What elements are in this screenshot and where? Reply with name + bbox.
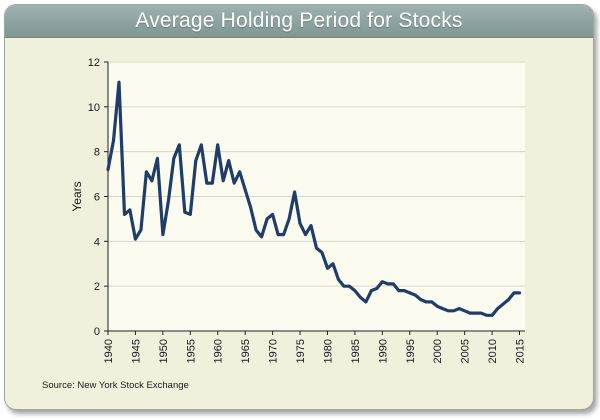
x-tick-label: 2015 — [515, 339, 527, 363]
x-tick-label: 1985 — [350, 339, 362, 363]
x-tick-label: 1960 — [213, 339, 225, 363]
y-axis-ticks: 0 2 4 6 8 10 12 — [88, 57, 108, 338]
x-tick-label: 1945 — [130, 339, 142, 363]
x-tick-label: 1955 — [185, 339, 197, 363]
x-axis-ticks: 1940 1945 1950 1955 1960 1965 1970 1975 1980 1985… — [103, 331, 527, 363]
x-tick-label: 1995 — [405, 339, 417, 363]
x-tick-label: 1990 — [377, 339, 389, 363]
y-tick-label: 12 — [88, 57, 100, 69]
y-tick-label: 6 — [94, 192, 100, 204]
gridlines — [108, 61, 525, 287]
x-tick-label: 1975 — [295, 339, 307, 363]
title-bar: Average Holding Period for Stocks — [5, 5, 593, 38]
x-tick-label: 2010 — [487, 339, 499, 363]
x-tick-label: 1980 — [322, 339, 334, 363]
y-tick-label: 2 — [94, 281, 100, 293]
y-axis-label: Years — [70, 181, 84, 211]
x-tick-label: 2005 — [460, 339, 472, 363]
source-note: Source: New York Stock Exchange — [42, 380, 189, 391]
x-tick-label: 1950 — [158, 339, 170, 363]
y-tick-label: 8 — [94, 147, 100, 159]
x-tick-label: 1965 — [240, 339, 252, 363]
x-tick-label: 1940 — [103, 339, 115, 363]
y-tick-label: 10 — [88, 102, 100, 114]
series-group — [106, 80, 522, 317]
series-line — [106, 80, 522, 317]
x-tick-label: 1970 — [268, 339, 280, 363]
y-tick-label: 0 — [94, 326, 100, 338]
chart-title: Average Holding Period for Stocks — [135, 9, 463, 32]
y-tick-label: 4 — [94, 236, 100, 248]
x-tick-label: 2000 — [432, 339, 444, 363]
